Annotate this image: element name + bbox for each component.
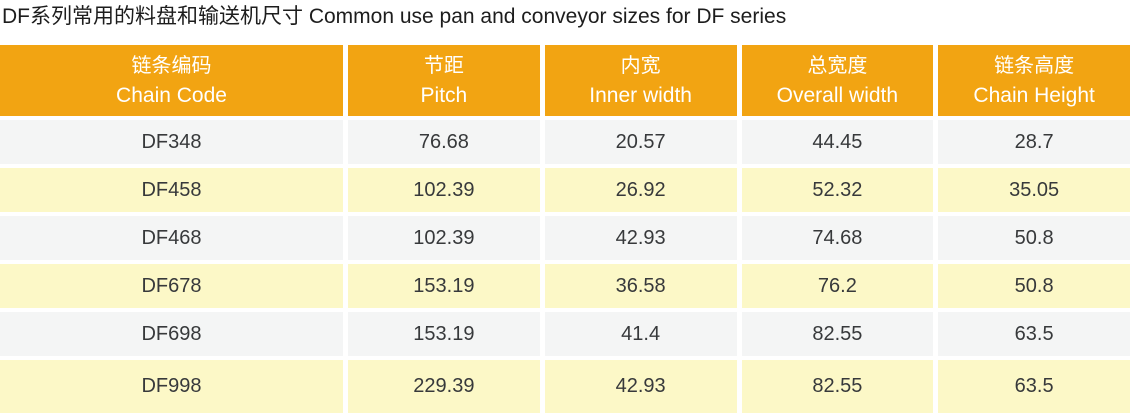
- table-cell-chain-height: 63.5: [938, 360, 1130, 413]
- table-cell-overall-width: 82.55: [741, 360, 934, 413]
- column-header-inner-width-zh: 内宽: [620, 54, 661, 77]
- table-cell-chain-code: DF458: [0, 168, 343, 212]
- column-header-chain-code: 链条编码 Chain Code: [0, 45, 343, 116]
- column-header-inner-width: 内宽 Inner width: [544, 45, 737, 116]
- table-cell-chain-height: 35.05: [938, 168, 1130, 212]
- table-cell-pitch: 102.39: [348, 168, 540, 212]
- table-cell-chain-height: 28.7: [938, 120, 1130, 164]
- column-header-chain-height-en: Chain Height: [973, 83, 1095, 107]
- column-header-pitch-zh: 节距: [423, 54, 464, 77]
- table-cell-chain-height: 63.5: [938, 312, 1130, 356]
- table-cell-overall-width: 74.68: [741, 216, 934, 260]
- column-header-pitch-en: Pitch: [420, 83, 468, 107]
- column-header-chain-code-en: Chain Code: [116, 83, 227, 107]
- table-cell-pitch: 76.68: [348, 120, 540, 164]
- table-cell-chain-height: 50.8: [938, 264, 1130, 308]
- table-cell-chain-code: DF678: [0, 264, 343, 308]
- table-cell-inner-width: 41.4: [544, 312, 737, 356]
- column-header-overall-width: 总宽度 Overall width: [741, 45, 934, 116]
- table-cell-pitch: 153.19: [348, 312, 540, 356]
- table-cell-overall-width: 52.32: [741, 168, 934, 212]
- table-cell-overall-width: 82.55: [741, 312, 934, 356]
- table-cell-inner-width: 42.93: [544, 360, 737, 413]
- column-header-chain-height: 链条高度 Chain Height: [938, 45, 1130, 116]
- table-cell-chain-code: DF348: [0, 120, 343, 164]
- table-cell-overall-width: 76.2: [741, 264, 934, 308]
- table-cell-inner-width: 20.57: [544, 120, 737, 164]
- column-header-chain-code-zh: 链条编码: [131, 54, 212, 77]
- table-cell-pitch: 153.19: [348, 264, 540, 308]
- page-title: DF系列常用的料盘和输送机尺寸 Common use pan and conve…: [2, 5, 787, 28]
- column-header-pitch: 节距 Pitch: [348, 45, 540, 116]
- column-header-overall-width-en: Overall width: [776, 83, 899, 107]
- column-header-overall-width-zh: 总宽度: [807, 54, 868, 77]
- column-header-chain-height-zh: 链条高度: [994, 54, 1075, 77]
- table-cell-inner-width: 42.93: [544, 216, 737, 260]
- table-cell-chain-code: DF998: [0, 360, 343, 413]
- table-cell-chain-code: DF468: [0, 216, 343, 260]
- table-cell-pitch: 229.39: [348, 360, 540, 413]
- table-cell-pitch: 102.39: [348, 216, 540, 260]
- table-cell-overall-width: 44.45: [741, 120, 934, 164]
- table-cell-inner-width: 26.92: [544, 168, 737, 212]
- size-table: 链条编码 Chain Code 节距 Pitch 内宽 Inner width …: [0, 45, 1130, 413]
- table-cell-inner-width: 36.58: [544, 264, 737, 308]
- table-cell-chain-height: 50.8: [938, 216, 1130, 260]
- table-cell-chain-code: DF698: [0, 312, 343, 356]
- column-header-inner-width-en: Inner width: [589, 83, 692, 107]
